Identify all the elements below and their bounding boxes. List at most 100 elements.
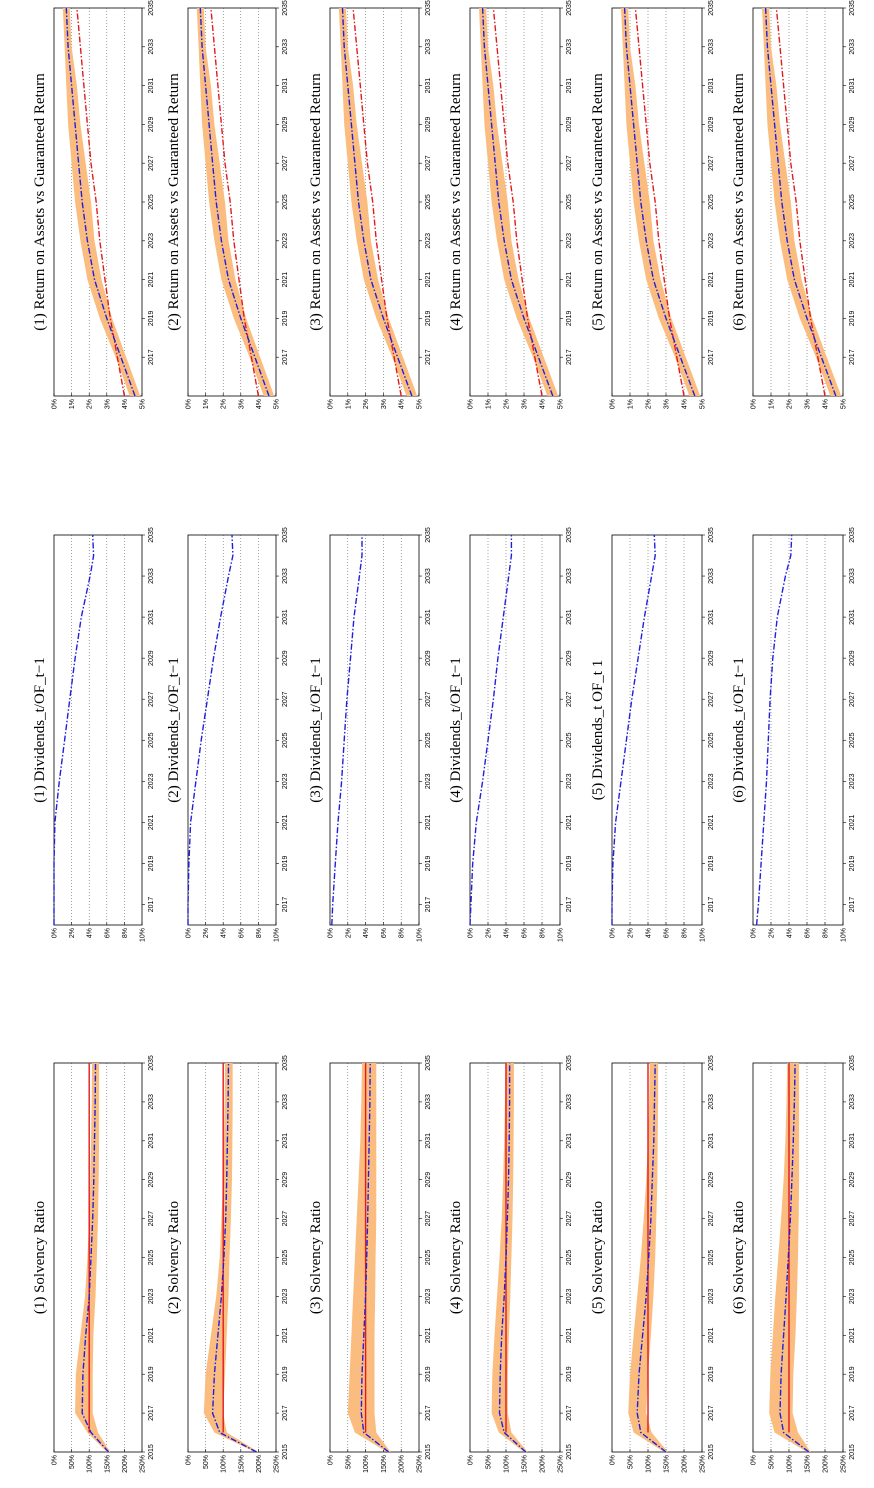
- roa-6-band: [762, 8, 842, 396]
- roa-2-xtick-label: 2031: [282, 78, 289, 94]
- dividends-1-xtick-label: 2035: [148, 527, 155, 543]
- roa-3-panel: 0% 1% 2% 3% 4% 5% 2017 2019 2021 2023 2025 2027 2029…: [308, 0, 432, 409]
- roa-6-ytick-label: 4%: [823, 399, 830, 409]
- solvency-5-xtick-label: 2021: [708, 1327, 715, 1343]
- solvency-2-ytick-label: 200%: [256, 1455, 263, 1473]
- dividends-6-ytick-label: 6%: [805, 928, 812, 938]
- roa-3-xtick-label: 2021: [425, 272, 432, 288]
- solvency-3-xtick-label: 2019: [425, 1366, 432, 1382]
- dividends-5-ytick-label: 4%: [646, 928, 653, 938]
- dividends-3-xtick-label: 2033: [425, 568, 432, 584]
- dividends-1-ytick-label: 6%: [104, 928, 111, 938]
- solvency-2-panel: 0% 50% 100% 150% 200% 250%2015 2017 2019 2021 202…: [166, 1055, 289, 1473]
- dividends-6-xtick-label: 2027: [849, 691, 856, 707]
- dividends-4-xtick-label: 2025: [566, 732, 573, 748]
- dividends-2-xtick-label: 2031: [282, 609, 289, 625]
- roa-1-xtick-label: 2025: [148, 194, 155, 210]
- solvency-2-ytick-label: 250%: [274, 1455, 281, 1473]
- dividends-5-xtick-label: 2021: [708, 814, 715, 830]
- roa-6-ytick-label: 1%: [769, 399, 776, 409]
- solvency-4-ytick-label: 50%: [486, 1455, 493, 1469]
- dividends-5-ytick-label: 10%: [700, 928, 707, 942]
- roa-3-xtick-label: 2019: [425, 311, 432, 327]
- roa-2-guaranteed-line: [210, 7, 260, 397]
- roa-6-xtick-label: 2029: [849, 117, 856, 133]
- roa-6-xtick-label: 2027: [849, 155, 856, 171]
- dividends-6-ytick-label: 2%: [769, 928, 776, 938]
- dividends-1-xtick-label: 2033: [148, 568, 155, 584]
- dividends-6-title: (6) Dividends_t/OF_t−1: [731, 657, 747, 803]
- dividends-3-ytick-label: 6%: [381, 928, 388, 938]
- solvency-2-xtick-label: 2031: [282, 1133, 289, 1149]
- roa-2-xtick-label: 2033: [282, 39, 289, 55]
- roa-3-xtick-label: 2031: [425, 78, 432, 94]
- solvency-3-xtick-label: 2025: [425, 1250, 432, 1266]
- solvency-3-xtick-label: 2023: [425, 1289, 432, 1305]
- roa-3-ytick-label: 2%: [363, 399, 370, 409]
- solvency-6-median-line: [779, 1062, 810, 1453]
- roa-1-xtick-label: 2027: [148, 155, 155, 171]
- roa-1-ytick-label: 5%: [140, 399, 147, 409]
- solvency-4-xtick-label: 2035: [566, 1055, 573, 1071]
- solvency-4-ytick-label: 200%: [540, 1455, 547, 1473]
- dividends-6-dividend-line: [755, 534, 793, 926]
- solvency-1-panel: 0% 50% 100% 150% 200% 250%2015 2017 2019 2021 202…: [32, 1055, 155, 1473]
- solvency-5-median-line: [636, 1062, 667, 1453]
- dividends-2-xtick-label: 2029: [282, 650, 289, 666]
- dividends-5-xtick-label: 2035: [708, 527, 715, 543]
- solvency-2-title: (2) Solvency Ratio: [166, 1201, 182, 1314]
- dividends-4-xtick-label: 2017: [566, 897, 573, 913]
- roa-1-title: (1) Return on Assets vs Guaranteed Retur…: [32, 73, 48, 331]
- solvency-1-xtick-label: 2027: [148, 1211, 155, 1227]
- dividends-1-panel: 0% 2% 4% 6% 8% 10% 2017 2019 2021 2023 2025 2027 202…: [32, 527, 155, 942]
- dividends-3-panel: 0% 2% 4% 6% 8% 10% 2017 2019 2021 2023 2025 2027 202…: [308, 527, 432, 942]
- solvency-4-xtick-label: 2031: [566, 1133, 573, 1149]
- dividends-3-xtick-label: 2029: [425, 650, 432, 666]
- solvency-6-band: [769, 1063, 811, 1452]
- solvency-1-xtick-label: 2025: [148, 1250, 155, 1266]
- roa-1-ytick-label: 2%: [87, 399, 94, 409]
- dividends-4-xtick-label: 2031: [566, 609, 573, 625]
- dividends-3-xtick-label: 2023: [425, 773, 432, 789]
- dividends-6-panel: 0% 2% 4% 6% 8% 10% 2017 2019 2021 2023 2025 2027 202…: [731, 527, 856, 942]
- solvency-4-xtick-label: 2021: [566, 1327, 573, 1343]
- solvency-6-xtick-label: 2025: [849, 1250, 856, 1266]
- roa-1-xtick-label: 2017: [148, 349, 155, 365]
- roa-6-panel: 0% 1% 2% 3% 4% 5% 2017 2019 2021 2023 2025 2027 2029…: [731, 0, 856, 409]
- dividends-5-ytick-label: 6%: [664, 928, 671, 938]
- solvency-6-ytick-label: 200%: [823, 1455, 830, 1473]
- roa-1-xtick-label: 2021: [148, 272, 155, 288]
- solvency-2-xtick-label: 2029: [282, 1172, 289, 1188]
- solvency-3-ytick-label: 150%: [381, 1455, 388, 1473]
- solvency-5-xtick-label: 2025: [708, 1250, 715, 1266]
- roa-1-ytick-label: 3%: [104, 399, 111, 409]
- dividends-1-dividend-line: [53, 534, 95, 925]
- dividends-2-xtick-label: 2019: [282, 856, 289, 872]
- solvency-2-xtick-label: 2035: [282, 1055, 289, 1071]
- dividends-6-frame: [752, 534, 844, 926]
- roa-3-xtick-label: 2035: [425, 0, 432, 16]
- roa-5-xtick-label: 2023: [708, 233, 715, 249]
- solvency-3-panel: 0% 50% 100% 150% 200% 250%2015 2017 2019 2021 202…: [308, 1055, 432, 1473]
- solvency-1-xtick-label: 2019: [148, 1366, 155, 1382]
- roa-1-xtick-label: 2019: [148, 311, 155, 327]
- roa-5-xtick-label: 2017: [708, 349, 715, 365]
- dividends-1-xtick-label: 2025: [148, 732, 155, 748]
- roa-2-ytick-label: 2%: [221, 399, 228, 409]
- roa-3-ytick-label: 3%: [381, 399, 388, 409]
- dividends-2-panel: 0% 2% 4% 6% 8% 10% 2017 2019 2021 2023 2025 2027 202…: [166, 527, 289, 942]
- solvency-3-xtick-label: 2029: [425, 1172, 432, 1188]
- dividends-3-xtick-label: 2025: [425, 732, 432, 748]
- roa-4-xtick-label: 2031: [566, 78, 573, 94]
- roa-5-guaranteed-line: [634, 7, 685, 397]
- solvency-4-xtick-label: 2027: [566, 1211, 573, 1227]
- dividends-1-title: (1) Dividends_t/OF_t−1: [32, 657, 48, 803]
- solvency-2-median-line: [211, 1062, 257, 1453]
- dividends-1-xtick-label: 2017: [148, 897, 155, 913]
- roa-4-xtick-label: 2025: [566, 194, 573, 210]
- dividends-4-ytick-label: 6%: [522, 928, 529, 938]
- solvency-4-xtick-label: 2029: [566, 1172, 573, 1188]
- roa-1-ytick-label: 1%: [69, 399, 76, 409]
- solvency-3-ytick-label: 0%: [328, 1455, 335, 1465]
- roa-6-guaranteed-line: [775, 7, 826, 397]
